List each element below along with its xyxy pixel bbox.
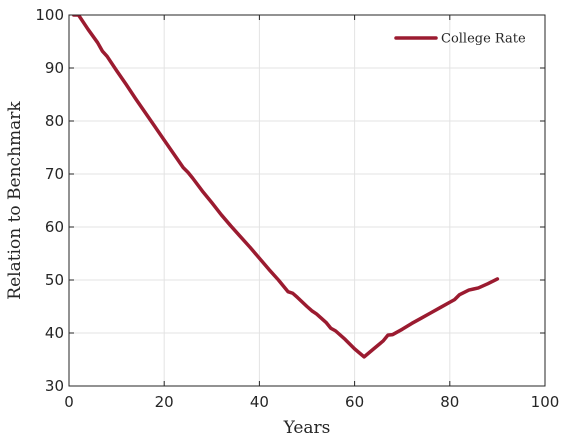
x-tick-label: 80 [440,393,459,411]
y-tick-label: 80 [45,112,64,130]
y-tick-label: 100 [35,6,64,24]
y-tick-label: 50 [45,271,64,289]
plot-frame [68,14,546,387]
y-axis-label: Relation to Benchmark [5,101,25,300]
series-line-college-rate [72,15,500,359]
y-tick-label: 70 [45,165,64,183]
y-tick-label: 90 [45,59,64,77]
x-tick-label: 100 [531,393,560,411]
x-tick-label: 0 [64,393,74,411]
x-tick-label: 60 [345,393,364,411]
y-tick-label: 60 [45,218,64,236]
y-tick-label: 30 [45,377,64,395]
axis-ticks: 0 20 40 60 80 100 30 40 50 60 70 80 90 100 [35,6,559,411]
legend: College Rate [394,32,526,47]
x-tick-label: 20 [155,393,174,411]
grid [68,14,546,387]
y-tick-label: 40 [45,324,64,342]
series-layer [72,15,500,359]
x-tick-label: 40 [250,393,269,411]
x-axis-label: Years [283,418,331,438]
legend-label-college-rate: College Rate [441,32,526,47]
